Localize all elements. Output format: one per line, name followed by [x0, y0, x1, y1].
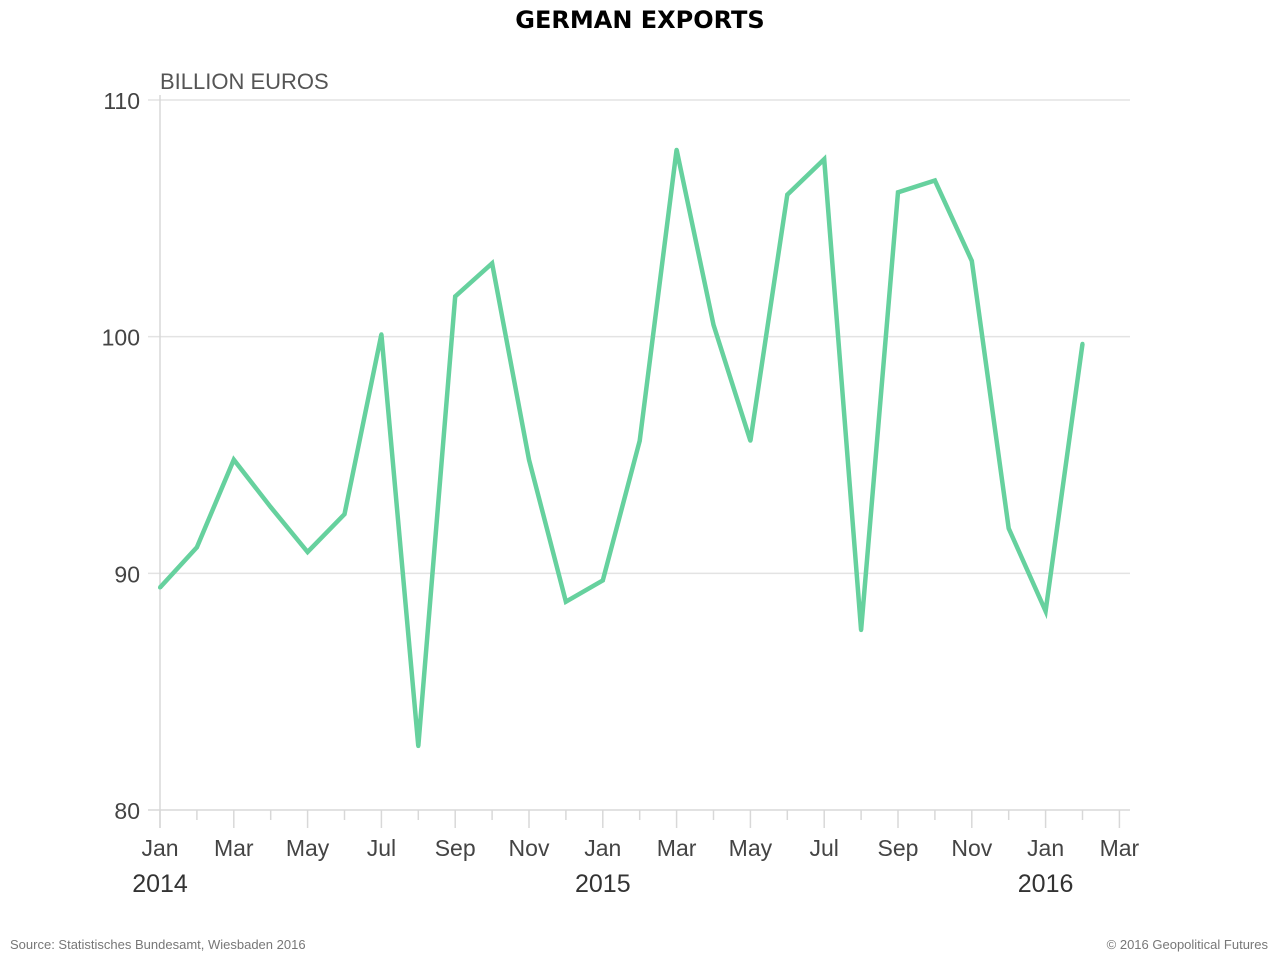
year-labels: 2014 2015 2016: [132, 870, 1073, 898]
x-tick-label-11: Nov: [951, 835, 992, 861]
x-tick-label-6: Jan: [584, 835, 621, 861]
data-point-2014-12: [563, 599, 568, 604]
x-tick-label-7: Mar: [657, 835, 697, 861]
axes: [148, 95, 1130, 828]
data-point-2014-08: [416, 744, 421, 749]
year-label-2014: 2014: [132, 870, 188, 898]
y-axis-ticks: 80 90 100 110: [102, 88, 140, 824]
year-label-2015: 2015: [575, 870, 631, 898]
x-tick-label-0: Jan: [141, 835, 178, 861]
data-point-2014-09: [453, 294, 458, 299]
data-point-2015-09: [896, 190, 900, 195]
year-label-2016: 2016: [1018, 870, 1074, 898]
data-point-2014-03: [231, 457, 236, 462]
x-tick-label-4: Sep: [435, 835, 476, 861]
x-tick-label-5: Nov: [509, 835, 550, 861]
data-point-2014-02: [194, 545, 199, 550]
data-point-2015-07: [822, 157, 827, 162]
x-tick-label-12: Jan: [1027, 835, 1064, 861]
y-tick-label-90: 90: [114, 561, 140, 587]
data-point-2015-04: [711, 322, 716, 327]
data-point-2015-11: [969, 258, 974, 263]
x-tick-label-9: Jul: [809, 835, 838, 861]
data-point-2014-04: [268, 505, 273, 510]
data-point-2014-06: [342, 512, 347, 517]
source-note: Source: Statistisches Bundesamt, Wiesbad…: [10, 937, 306, 952]
data-point-2015-02: [637, 438, 642, 443]
data-point-2015-10: [932, 178, 937, 183]
y-tick-label-110: 110: [103, 88, 140, 114]
data-point-2014-01: [158, 585, 162, 590]
chart-title: GERMAN EXPORTS: [515, 6, 765, 34]
x-tick-label-10: Sep: [878, 835, 919, 861]
x-tick-label-13: Mar: [1100, 835, 1140, 861]
copyright-note: © 2016 Geopolitical Futures: [1106, 937, 1268, 952]
data-point-2014-07: [379, 332, 384, 337]
data-point-2015-05: [748, 438, 753, 443]
x-axis-ticks: Jan Mar May Jul Sep Nov Jan Mar May Jul Sep Nov Jan M…: [141, 835, 1139, 861]
data-point-2014-10: [490, 261, 495, 266]
data-point-2015-03: [674, 147, 679, 152]
y-tick-label-100: 100: [102, 325, 140, 351]
data-point-2015-08: [859, 628, 864, 633]
data-point-2016-02: [1080, 341, 1085, 346]
data-point-2016-01: [1043, 609, 1048, 614]
y-tick-label-80: 80: [114, 798, 140, 824]
series-layer: [158, 147, 1085, 749]
x-tick-label-3: Jul: [367, 835, 396, 861]
data-point-2015-01: [600, 578, 605, 583]
x-tick-label-2: May: [286, 835, 330, 861]
data-point-2014-11: [527, 457, 531, 462]
x-tick-label-8: May: [729, 835, 773, 861]
series-line-0: [158, 149, 1085, 747]
gridlines: [148, 99, 1130, 575]
x-tick-label-1: Mar: [214, 835, 254, 861]
data-point-2015-06: [785, 192, 790, 197]
y-axis-unit-label: BILLION EUROS: [160, 69, 329, 94]
data-point-2014-05: [305, 550, 310, 555]
data-point-2015-12: [1006, 526, 1011, 531]
